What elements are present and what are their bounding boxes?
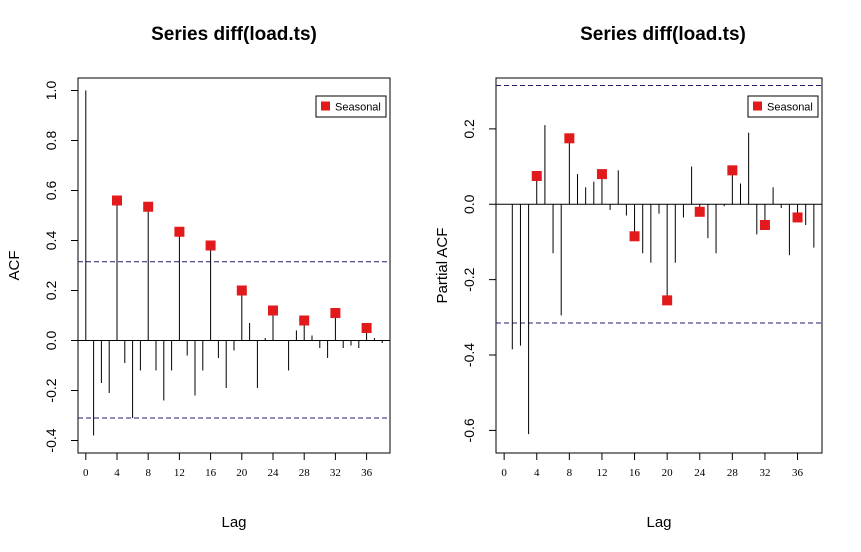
x-tick-label: 0 (501, 467, 507, 479)
seasonal-marker (330, 308, 341, 318)
x-tick-label: 32 (330, 467, 341, 479)
x-axis-label: Lag (221, 514, 246, 531)
x-tick-label: 24 (268, 467, 280, 479)
y-tick-label: 0.4 (43, 231, 59, 251)
x-tick-label: 8 (145, 467, 151, 479)
seasonal-marker (727, 165, 738, 176)
x-tick-label: 20 (236, 467, 248, 479)
x-tick-label: 32 (759, 467, 770, 479)
x-tick-label: 16 (205, 467, 217, 479)
y-tick-label: 0.0 (43, 331, 59, 351)
acf-plot-panel: Series diff(load.ts) Lag ACF -0.4 -0.2 0.0 0.2… (6, 24, 391, 531)
x-tick-label: 20 (662, 467, 674, 479)
legend-box (315, 95, 387, 118)
seasonal-marker (531, 170, 542, 181)
legend-swatch (321, 101, 330, 111)
x-tick-label: 12 (174, 467, 185, 479)
y-tick-label: -0.6 (461, 418, 477, 442)
y-tick-label: 0.0 (461, 194, 477, 214)
seasonal-marker (629, 231, 640, 242)
chart-title: Series diff(load.ts) (151, 24, 317, 45)
legend-label: Seasonal (335, 102, 381, 114)
seasonal-marker (112, 195, 122, 206)
y-axis-label: ACF (6, 251, 23, 281)
seasonal-marker (596, 169, 607, 180)
y-tick-label: -0.4 (461, 343, 477, 367)
x-tick-label: 28 (299, 467, 311, 479)
seasonal-marker (361, 323, 372, 333)
seasonal-marker (662, 295, 673, 306)
y-axis-label: Partial ACF (434, 228, 451, 304)
legend-box (747, 95, 819, 118)
y-tick-label: 0.2 (461, 119, 477, 139)
x-tick-label: 8 (567, 467, 573, 479)
y-tick-label: -0.4 (43, 428, 59, 452)
legend-swatch (753, 101, 762, 111)
x-tick-label: 4 (114, 467, 120, 479)
seasonal-marker (299, 315, 310, 326)
x-tick-label: 16 (629, 467, 641, 479)
legend: Seasonal (747, 95, 819, 118)
x-tick-label: 4 (534, 467, 540, 479)
seasonal-marker (564, 133, 575, 144)
x-tick-label: 28 (727, 467, 739, 479)
legend: Seasonal (315, 95, 387, 118)
y-tick-label: 0.6 (43, 181, 59, 201)
x-tick-label: 36 (361, 467, 373, 479)
pacf-plot-panel: Series diff(load.ts) Lag Partial ACF -0.6 -0… (434, 24, 823, 531)
seasonal-marker (792, 212, 803, 223)
legend-label: Seasonal (767, 102, 813, 114)
y-tick-label: -0.2 (43, 378, 59, 402)
x-tick-label: 36 (792, 467, 804, 479)
y-tick-label: 1.0 (43, 81, 59, 101)
plot-frame (77, 77, 391, 454)
x-tick-label: 0 (83, 467, 89, 479)
plot-frame (495, 77, 823, 454)
seasonal-marker (143, 201, 154, 212)
chart-title: Series diff(load.ts) (580, 24, 746, 45)
x-tick-label: 12 (596, 467, 607, 479)
seasonal-marker (236, 285, 247, 296)
x-tick-label: 24 (694, 467, 706, 479)
y-tick-label: 0.8 (43, 131, 59, 151)
seasonal-marker (205, 240, 216, 251)
y-tick-label: -0.2 (461, 267, 477, 291)
seasonal-marker (694, 206, 705, 217)
x-axis-label: Lag (646, 514, 671, 531)
y-tick-label: 0.2 (43, 281, 59, 301)
seasonal-marker (759, 219, 770, 230)
seasonal-marker (268, 305, 278, 316)
seasonal-marker (174, 226, 185, 237)
